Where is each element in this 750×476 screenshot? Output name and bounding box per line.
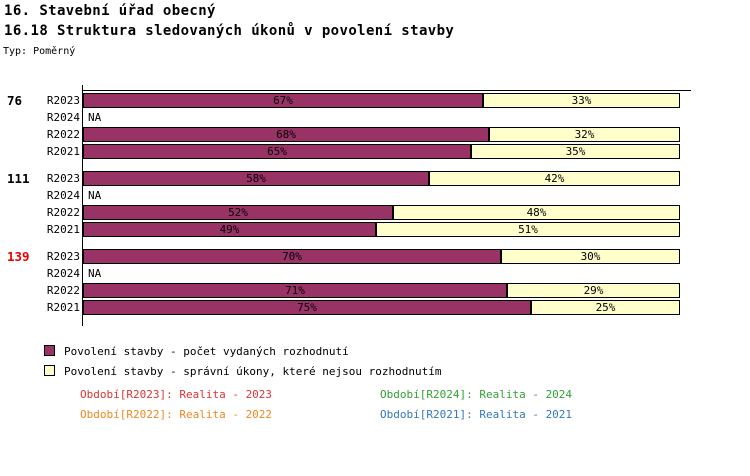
bar-value-label: 51% xyxy=(518,223,538,236)
bar-segment-other-acts: 51% xyxy=(376,222,680,237)
bar-segment-decisions: 67% xyxy=(83,93,483,108)
na-value-label: NA xyxy=(88,189,102,202)
bar-value-label: 30% xyxy=(580,250,601,263)
legend-item: Povolení stavby - počet vydaných rozhodn… xyxy=(44,345,349,358)
row-period-label: R2023 xyxy=(46,172,80,185)
row-period-label: R2023 xyxy=(46,94,80,107)
bar-value-label: 33% xyxy=(571,94,592,107)
row-period-label: R2021 xyxy=(46,223,80,236)
bar-value-label: 58% xyxy=(246,172,266,185)
group-count-label: 111 xyxy=(7,171,30,186)
legend-swatch-other-acts xyxy=(44,365,55,376)
top-axis-tick xyxy=(82,85,83,90)
chart-type-label: Typ: Poměrný xyxy=(3,46,76,57)
bar-segment-other-acts: 30% xyxy=(501,249,680,264)
group-count-label: 139 xyxy=(7,249,30,264)
row-period-label: R2024 xyxy=(46,111,80,124)
bar-value-label: 70% xyxy=(282,250,302,263)
row-period-label: R2023 xyxy=(46,250,80,263)
bar-value-label: 68% xyxy=(276,128,296,141)
bar-value-label: 35% xyxy=(565,145,586,158)
bar-value-label: 65% xyxy=(267,145,287,158)
bar-segment-decisions: 68% xyxy=(83,127,489,142)
page-title: 16. Stavební úřad obecný xyxy=(4,3,216,19)
row-period-label: R2021 xyxy=(46,301,80,314)
group-count-label: 76 xyxy=(7,93,23,108)
top-axis-line xyxy=(82,90,691,91)
row-period-label: R2021 xyxy=(46,145,80,158)
bar-segment-other-acts: 42% xyxy=(429,171,680,186)
period-legend-entry: Období[R2021]: Realita - 2021 xyxy=(380,408,573,421)
bar-segment-decisions: 58% xyxy=(83,171,429,186)
bar-segment-other-acts: 29% xyxy=(507,283,680,298)
bar-value-label: 25% xyxy=(595,301,616,314)
bar-segment-decisions: 71% xyxy=(83,283,507,298)
legend-item: Povolení stavby - správní úkony, které n… xyxy=(44,365,442,378)
row-period-label: R2024 xyxy=(46,267,80,280)
bar-value-label: 29% xyxy=(583,284,604,297)
bar-value-label: 67% xyxy=(273,94,293,107)
bar-value-label: 75% xyxy=(297,301,317,314)
period-legend-entry: Období[R2022]: Realita - 2022 xyxy=(80,408,273,421)
bar-value-label: 52% xyxy=(228,206,248,219)
bar-segment-decisions: 75% xyxy=(83,300,531,315)
bar-segment-decisions: 49% xyxy=(83,222,376,237)
row-period-label: R2022 xyxy=(46,284,80,297)
legend-swatch-decisions xyxy=(44,345,55,356)
bar-segment-decisions: 65% xyxy=(83,144,471,159)
row-period-label: R2022 xyxy=(46,206,80,219)
bar-segment-other-acts: 32% xyxy=(489,127,680,142)
legend-label: Povolení stavby - správní úkony, které n… xyxy=(64,365,442,378)
period-legend-entry: Období[R2023]: Realita - 2023 xyxy=(80,388,273,401)
bar-segment-other-acts: 25% xyxy=(531,300,680,315)
na-value-label: NA xyxy=(88,111,102,124)
bar-segment-decisions: 70% xyxy=(83,249,501,264)
legend-label: Povolení stavby - počet vydaných rozhodn… xyxy=(64,345,349,358)
y-axis-line xyxy=(82,90,83,326)
bar-segment-other-acts: 48% xyxy=(393,205,680,220)
bar-value-label: 42% xyxy=(544,172,565,185)
bar-segment-other-acts: 33% xyxy=(483,93,680,108)
bar-value-label: 49% xyxy=(219,223,240,236)
bar-value-label: 32% xyxy=(574,128,595,141)
row-period-label: R2022 xyxy=(46,128,80,141)
bar-segment-decisions: 52% xyxy=(83,205,393,220)
chart-title: 16.18 Struktura sledovaných úkonů v povo… xyxy=(4,23,455,39)
period-legend-entry: Období[R2024]: Realita - 2024 xyxy=(380,388,573,401)
periods-legend: Období[R2023]: Realita - 2023 Období[R202… xyxy=(80,389,680,421)
bar-value-label: 71% xyxy=(285,284,305,297)
row-period-label: R2024 xyxy=(46,189,80,202)
bar-segment-other-acts: 35% xyxy=(471,144,680,159)
na-value-label: NA xyxy=(88,267,102,280)
bar-value-label: 48% xyxy=(526,206,547,219)
